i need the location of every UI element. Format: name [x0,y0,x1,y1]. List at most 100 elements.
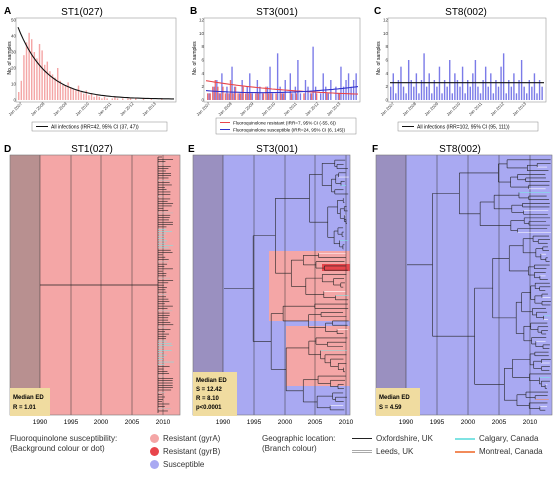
panel-c-bar [479,93,482,100]
geo-legend-label: Montreal, Canada [479,447,543,456]
panel-b-bar-resistant [250,93,252,100]
panel-b-bar-resistant [267,93,270,100]
panel-c-bar [415,73,418,100]
panel-c-bar [518,80,520,100]
panel-a: A ST1(027) No. of samples Jan 2007 Jan 20… [4,6,177,132]
figure-legend: Fluoroquinolone susceptibility: (Backgro… [0,428,558,480]
panel-d-xtick: 2005 [125,419,140,426]
panel-c-ytick: 0 [385,98,388,103]
panel-c-xtick: Jan 2013 [511,101,527,117]
oxfordshire-line-icon [352,438,372,439]
panel-c-bar [418,93,420,100]
panel-c-bar [487,86,489,100]
panel-b-resistant-trend [205,80,359,95]
panel-c-ytick: 4 [385,71,388,76]
panel-c-bar [510,86,513,100]
panel-a-bar [41,50,43,100]
panel-b-bar-susceptible [279,86,281,100]
panel-c-ytick: 12 [383,18,389,23]
panel-c-bar [446,86,448,100]
panel-c-bar [531,86,533,100]
panel-b-bar-susceptible [294,86,297,100]
panel-b-bar-susceptible [238,93,241,100]
panel-c-title: ST8(002) [445,7,487,18]
panel-a-bar [129,98,132,100]
panel-b-bar-susceptible [292,93,294,100]
panel-a-bar [83,93,85,100]
panel-c-bar [449,60,451,100]
panel-b-bar-susceptible [269,66,271,100]
panel-c-bar [438,66,441,100]
panel-b-bar-resistant [229,80,232,100]
panel-d-title: ST1(027) [71,144,113,155]
panel-e-stats-title: Median ED [196,378,227,384]
panel-b-bar-resistant [303,93,305,100]
geo-legend-item-oxfordshire: Oxfordshire, UK [352,434,433,443]
panel-b-bar-susceptible [276,53,279,100]
panel-c-bar [459,86,461,100]
panel-b-bar-susceptible [340,66,342,100]
panel-a-bar [57,68,59,100]
panel-a-xtick: Jan 2009 [52,101,68,117]
panel-a-frame [15,17,177,103]
panel-b-bar-susceptible [233,86,236,100]
panel-c-bar [536,93,538,100]
panel-a-bar [25,42,28,100]
fq-legend-item-gyrb: Resistant (gyrB) [150,447,220,456]
panel-b-bar-susceptible [266,86,269,100]
panel-b-letter: B [190,6,197,17]
panel-f: F ST8(002) Median ED S = 4.59 1990 1995 … [372,144,553,426]
panel-c-xtick: Jan 2010 [445,101,461,117]
panel-c-bar [407,60,410,100]
fq-legend-item-gyra: Resistant (gyrA) [150,434,220,443]
panel-a-bar [51,74,54,100]
panel-b-bar-resistant [275,93,277,100]
panel-b-ytick: 10 [199,31,205,36]
panel-c-bar [433,80,436,100]
panel-b-bar-resistant [257,93,260,100]
panel-a-ytick: 20 [11,66,17,71]
panel-b-bar-resistant [217,86,219,100]
panel-e-letter: E [188,144,195,155]
panel-b-bar-susceptible [251,93,253,100]
panel-b-bar-resistant [280,93,282,100]
panel-a-bar [88,95,90,100]
panel-b-ytick: 8 [201,44,204,49]
panel-c-ytick: 8 [385,44,388,49]
geo-legend: Geographic location: (Branch colour) [262,434,335,454]
panel-c-bar [500,66,502,100]
panel-c-bar [482,80,484,100]
panel-a-ytick: 50 [11,18,17,23]
panel-e-title: ST3(001) [256,144,298,155]
panel-c-bar [541,86,543,100]
panel-a-bar [23,55,25,100]
panel-c-bar [395,93,397,100]
panel-b-legend-box [215,117,357,135]
panel-c-bar [484,66,487,100]
panel-a-bar [90,93,93,100]
panel-c-xtick: Jan 2007 [379,101,395,117]
panel-b-bar-resistant [290,93,292,100]
panel-b-bar-resistant [222,86,224,100]
panel-b-bar-susceptible [304,80,307,100]
panel-a-legend-box [31,121,168,132]
panel-f-tree [407,159,551,411]
panel-c-ytick: 6 [385,58,388,63]
panel-c-bar [451,93,454,100]
panel-b-bar-susceptible [352,80,355,100]
panel-b-bar-susceptible [208,93,210,100]
panel-f-year-lines [405,155,531,415]
susceptible-dot-icon [150,460,159,469]
panel-b-bar-resistant [255,93,257,100]
panel-c-bar [497,86,500,100]
panel-c-bar [490,73,492,100]
panel-c-bar [413,86,415,100]
panel-b-bar-resistant [270,93,272,100]
panel-b-xtick: Jan 2007 [195,101,211,117]
panel-c-bar [502,53,505,100]
panel-b-xtick: Jan 2011 [282,101,298,117]
panel-c-bar [492,93,495,100]
panel-f-stats-title: Median ED [379,395,410,401]
fq-legend-label: Resistant (gyrB) [163,447,221,456]
